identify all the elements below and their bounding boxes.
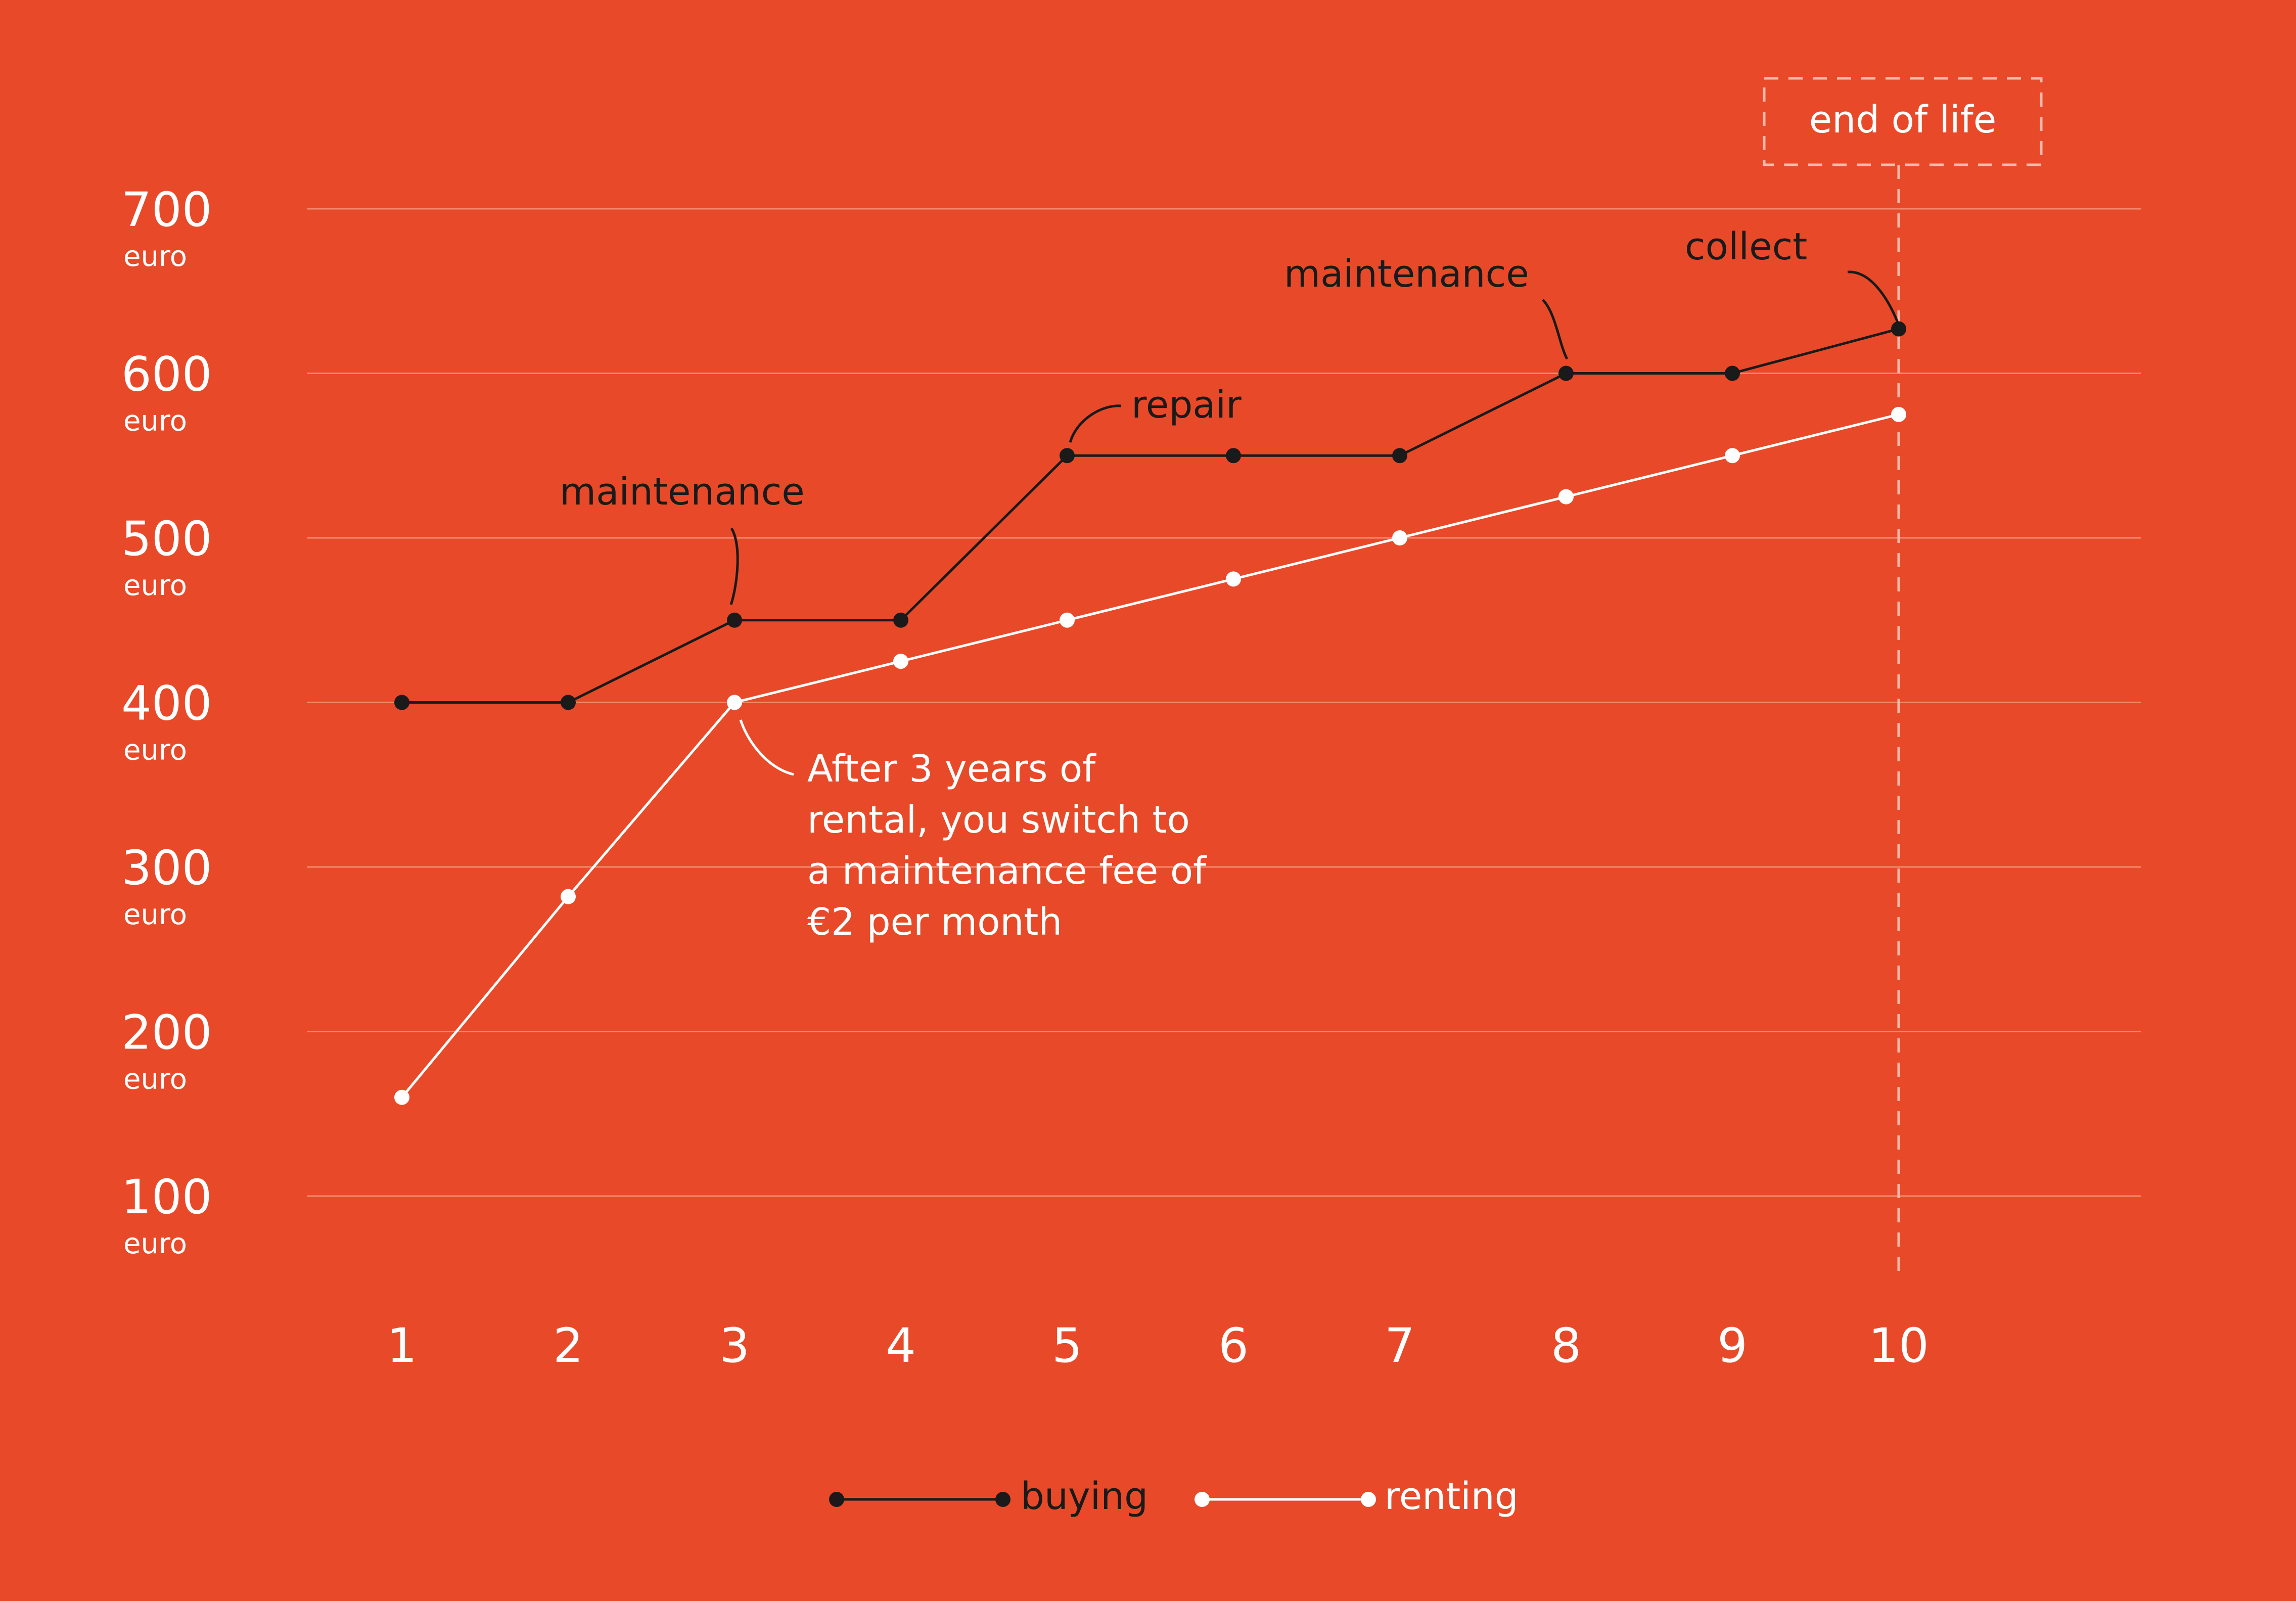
series-line-buying [402, 328, 1899, 704]
legend-label-buying: buying [1021, 1475, 1148, 1518]
x-tick-label-4: 4 [886, 1318, 916, 1374]
legend-marker-buying-end [995, 1492, 1011, 1507]
point-renting-3 [727, 695, 742, 710]
point-buying-3 [727, 612, 742, 628]
x-tick-label-9: 9 [1717, 1318, 1748, 1374]
point-buying-4 [893, 612, 908, 628]
y-tick-label-200: 200 [121, 1005, 212, 1061]
annotation-maintenance-1: maintenance [560, 470, 805, 514]
leader-rental-note [739, 719, 794, 776]
annotation-collect: collect [1685, 225, 1807, 268]
end-of-life-marker: end of life [1763, 77, 2043, 1279]
annotation-rental-note: After 3 years of rental, you switch to a… [807, 747, 1218, 944]
series-renting [394, 406, 1906, 1105]
point-renting-4 [893, 654, 908, 669]
point-renting-8 [1558, 489, 1574, 505]
x-tick-label-1: 1 [387, 1318, 417, 1374]
y-tick-label-500: 500 [121, 512, 212, 567]
leader-repair [1069, 404, 1122, 443]
annotations: maintenance repair maintenance collect A… [560, 225, 1900, 944]
annotation-rental-note-line-4: €2 per month [807, 900, 1062, 944]
point-renting-9 [1725, 448, 1740, 464]
x-tick-label-7: 7 [1385, 1318, 1415, 1374]
legend: buying renting [829, 1475, 1519, 1518]
legend-marker-buying-start [829, 1492, 844, 1507]
series-layer [394, 321, 1906, 1105]
legend-item-buying: buying [829, 1475, 1148, 1518]
point-buying-2 [561, 695, 576, 710]
point-buying-8 [1558, 365, 1574, 381]
y-tick-unit-300: euro [123, 898, 187, 931]
y-tick-unit-400: euro [123, 734, 187, 767]
annotation-rental-note-line-2: rental, you switch to [807, 798, 1190, 842]
point-buying-7 [1392, 448, 1407, 464]
point-buying-9 [1725, 365, 1740, 381]
point-renting-5 [1060, 612, 1075, 628]
x-axis: 1 2 3 4 5 6 7 8 9 10 [387, 1318, 1929, 1374]
point-buying-10 [1891, 321, 1906, 337]
point-buying-5 [1060, 448, 1075, 464]
x-tick-label-3: 3 [719, 1318, 750, 1374]
y-tick-unit-200: euro [123, 1063, 187, 1096]
y-tick-label-100: 100 [121, 1170, 212, 1225]
series-line-renting [401, 413, 1899, 1099]
y-tick-label-600: 600 [121, 347, 212, 402]
leader-collect [1847, 270, 1900, 324]
annotation-maintenance-2: maintenance [1284, 252, 1529, 296]
legend-item-renting: renting [1195, 1475, 1519, 1518]
point-renting-10 [1891, 406, 1906, 422]
y-tick-label-400: 400 [121, 676, 212, 731]
y-axis: 700euro600euro500euro400euro300euro200eu… [121, 182, 212, 1260]
y-tick-label-300: 300 [121, 841, 212, 896]
legend-marker-renting-end [1361, 1492, 1376, 1507]
y-tick-unit-700: euro [123, 240, 187, 273]
end-of-life-label: end of life [1809, 98, 1996, 142]
annotation-repair: repair [1131, 383, 1242, 427]
annotation-rental-note-line-1: After 3 years of [807, 747, 1096, 791]
point-renting-2 [561, 889, 576, 904]
end-of-life-box [1763, 77, 2043, 166]
x-tick-label-10: 10 [1868, 1318, 1929, 1374]
leader-maintenance-1 [729, 527, 739, 605]
y-tick-unit-500: euro [123, 569, 187, 602]
point-renting-1 [394, 1089, 409, 1105]
y-tick-unit-600: euro [123, 405, 187, 438]
legend-marker-renting-start [1195, 1492, 1210, 1507]
point-buying-1 [394, 695, 409, 710]
legend-label-renting: renting [1385, 1475, 1519, 1518]
point-buying-6 [1226, 448, 1241, 464]
point-renting-7 [1392, 530, 1407, 545]
grid [307, 208, 2141, 1197]
x-tick-label-6: 6 [1218, 1318, 1249, 1374]
x-tick-label-5: 5 [1052, 1318, 1082, 1374]
series-buying [394, 321, 1906, 710]
y-tick-label-700: 700 [121, 182, 212, 238]
annotation-rental-note-line-3: a maintenance fee of [807, 849, 1207, 893]
point-renting-6 [1226, 571, 1241, 587]
x-tick-label-2: 2 [553, 1318, 583, 1374]
y-tick-unit-100: euro [123, 1227, 187, 1260]
leader-maintenance-2 [1542, 299, 1569, 360]
x-tick-label-8: 8 [1551, 1318, 1581, 1374]
